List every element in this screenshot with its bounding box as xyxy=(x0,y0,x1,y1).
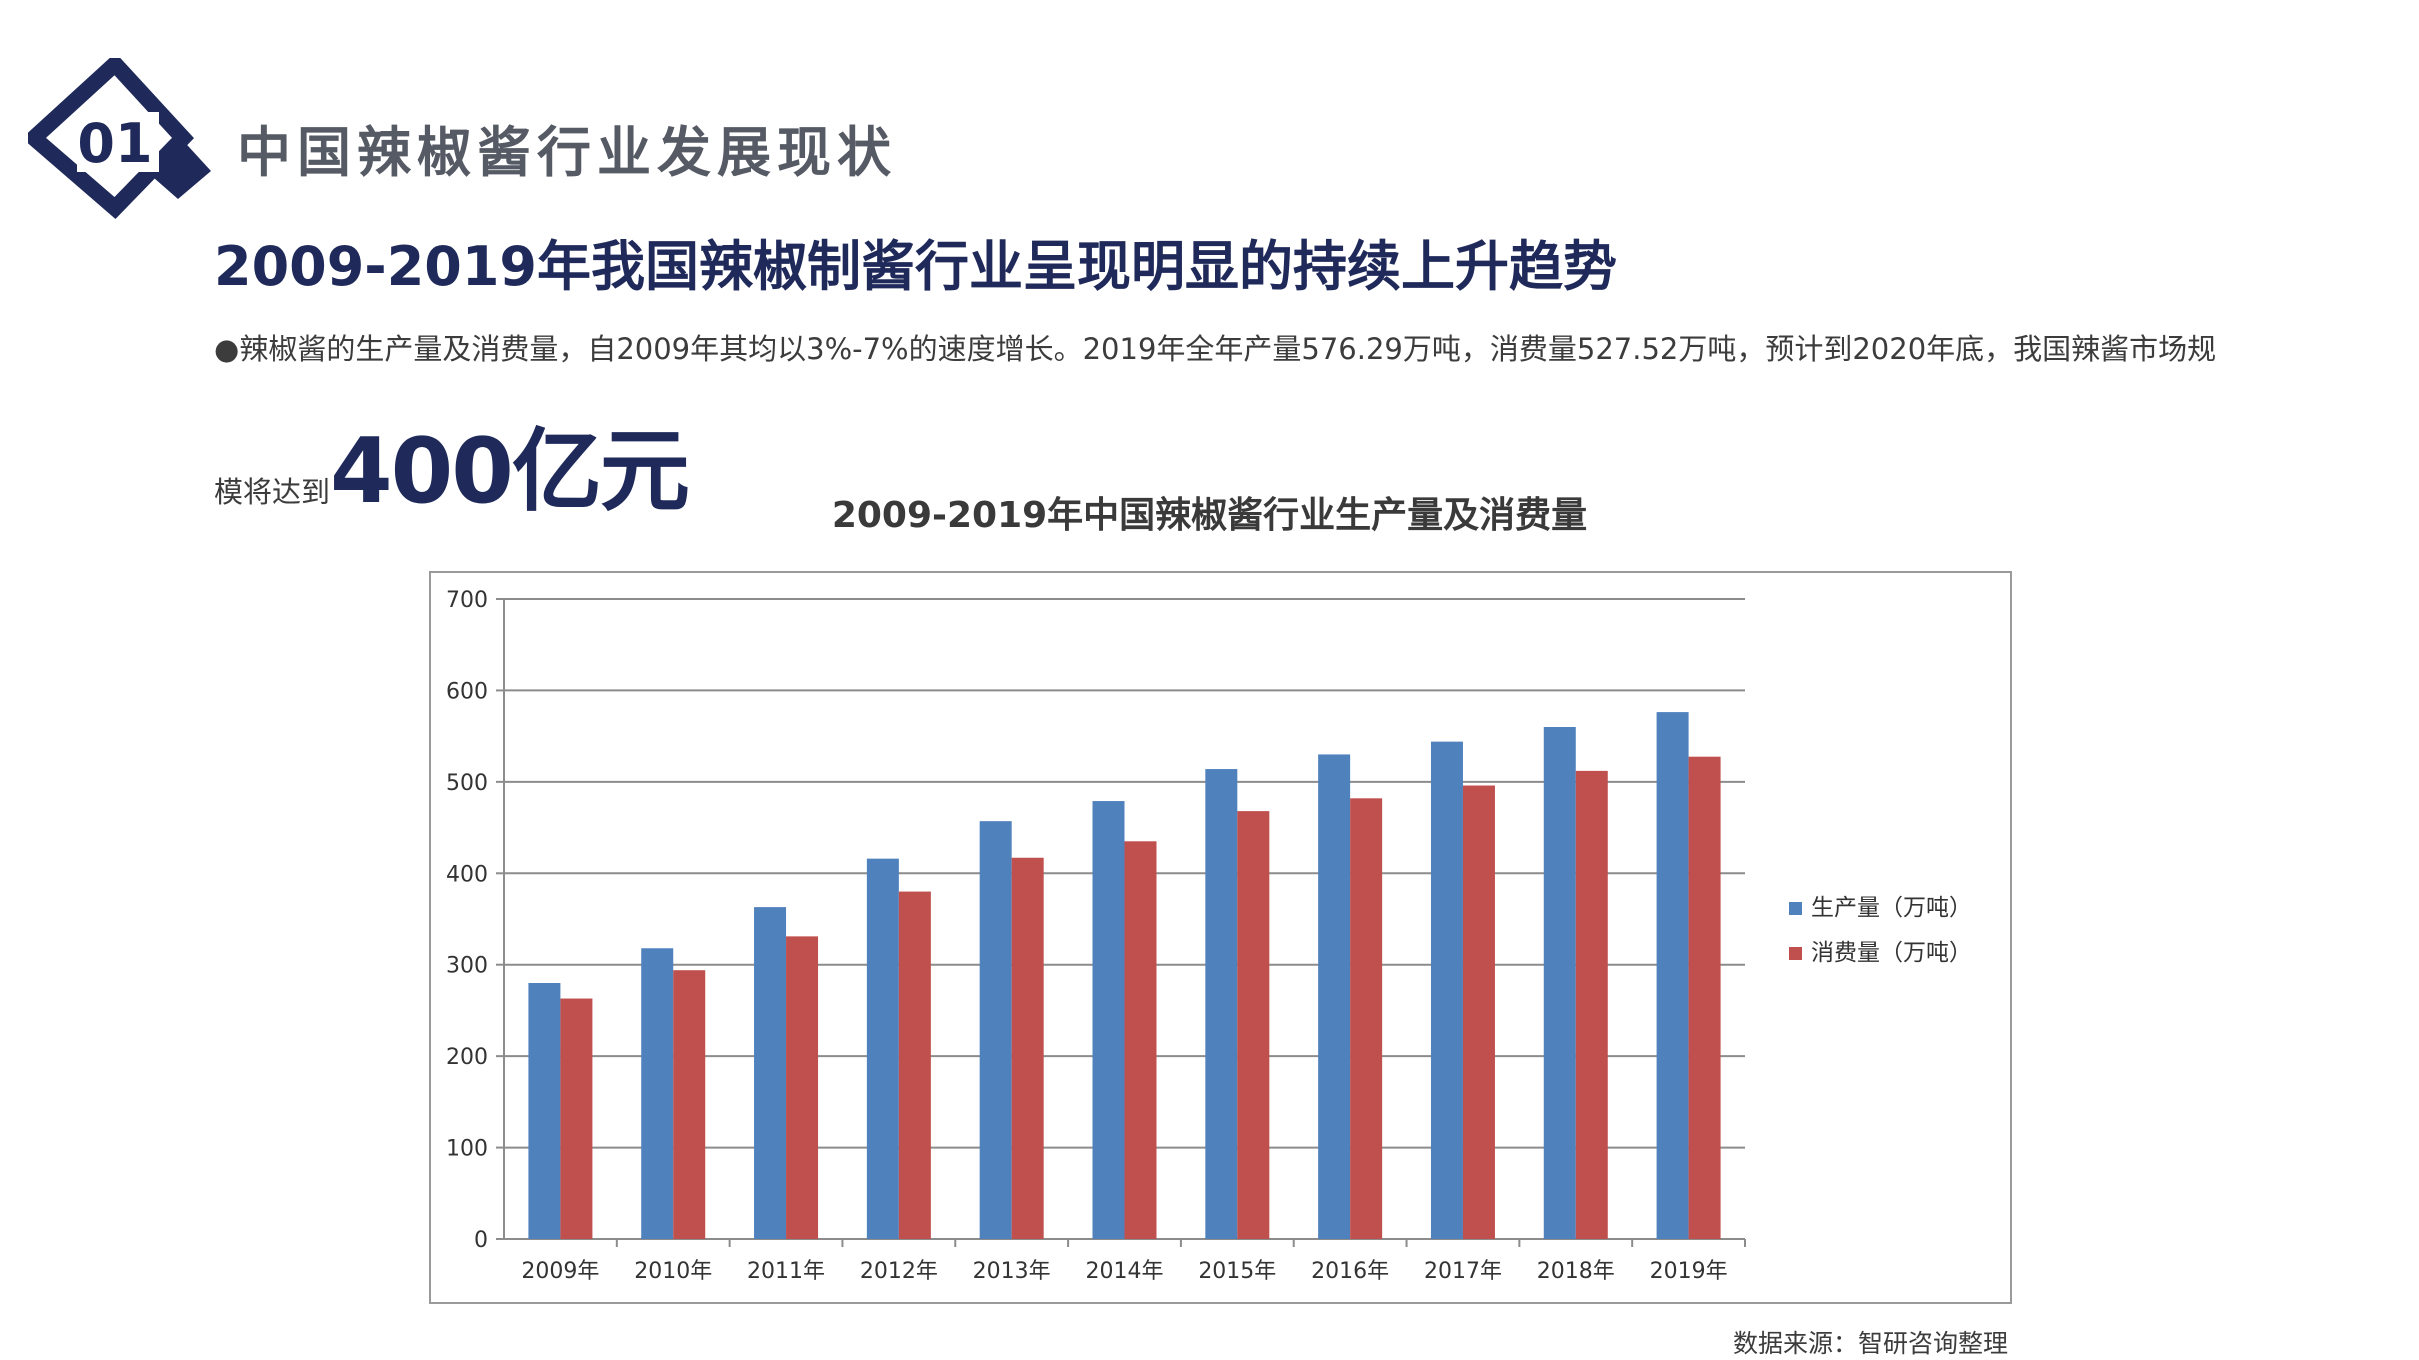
production-bar xyxy=(1656,712,1689,1239)
section-number: 01 xyxy=(77,112,152,175)
chart-title: 2009-2019年中国辣椒酱行业生产量及消费量 xyxy=(831,495,1588,536)
section-badge-diamond: 01 xyxy=(21,52,211,219)
x-tick-label: 2013年 xyxy=(973,1259,1051,1284)
market-scale-value: 400亿元 xyxy=(330,419,690,524)
x-tick-label: 2012年 xyxy=(860,1259,938,1284)
consumption-bar xyxy=(560,998,593,1239)
y-tick-label: 400 xyxy=(446,862,488,887)
consumption-bar xyxy=(673,970,706,1239)
x-tick-label: 2017年 xyxy=(1424,1259,1502,1284)
market-scale-prefix: 模将达到 xyxy=(214,475,331,509)
bar-chart: 0 100 200 300 400 500 600 700 2009年 2010年 2011年 201… xyxy=(446,588,1972,1284)
x-tick-label: 2019年 xyxy=(1650,1259,1728,1284)
consumption-bar xyxy=(786,936,819,1239)
production-bar xyxy=(754,907,787,1239)
y-tick-label: 200 xyxy=(446,1045,488,1070)
x-tick-label: 2009年 xyxy=(521,1259,599,1284)
production-bar xyxy=(1205,769,1238,1239)
consumption-bar xyxy=(1237,811,1270,1239)
x-tick-label: 2010年 xyxy=(634,1259,712,1284)
y-tick-label: 700 xyxy=(446,588,488,613)
legend-swatch-production xyxy=(1789,902,1802,915)
x-tick-label: 2014年 xyxy=(1086,1259,1164,1284)
x-tick-label: 2011年 xyxy=(747,1259,825,1284)
production-bar xyxy=(1430,741,1463,1239)
x-tick-label: 2016年 xyxy=(1311,1259,1389,1284)
consumption-bar xyxy=(1462,785,1495,1239)
production-bar xyxy=(641,948,674,1239)
section-badge: 01 xyxy=(21,52,218,228)
market-scale: 模将达到400亿元 xyxy=(214,398,690,528)
summary-paragraph: ●辣椒酱的生产量及消费量，自2009年其均以3%-7%的速度增长。2019年全年… xyxy=(214,326,2217,368)
production-bar xyxy=(1543,727,1576,1239)
consumption-bar xyxy=(1688,756,1721,1239)
data-source: 数据来源：智研咨询整理 xyxy=(1733,1329,2009,1358)
legend-label-production: 生产量（万吨） xyxy=(1811,895,1972,921)
production-bar xyxy=(979,821,1012,1239)
bullet-dot: ● xyxy=(214,332,240,366)
production-bar xyxy=(528,983,561,1239)
chart-frame xyxy=(429,571,2012,1304)
consumption-bar xyxy=(898,891,931,1239)
summary-text: 辣椒酱的生产量及消费量，自2009年其均以3%-7%的速度增长。2019年全年产… xyxy=(239,332,2217,366)
y-tick-label: 500 xyxy=(446,771,488,796)
x-tick-label: 2018年 xyxy=(1537,1259,1615,1284)
consumption-bar xyxy=(1350,798,1383,1239)
production-bar xyxy=(1092,801,1125,1239)
headline: 2009-2019年我国辣椒制酱行业呈现明显的持续上升趋势 xyxy=(214,235,1617,298)
y-tick-label: 0 xyxy=(474,1228,488,1253)
consumption-bar xyxy=(1575,770,1608,1239)
x-tick-label: 2015年 xyxy=(1198,1259,1276,1284)
y-tick-label: 300 xyxy=(446,954,488,979)
y-tick-label: 100 xyxy=(446,1137,488,1162)
y-tick-label: 600 xyxy=(446,679,488,704)
legend-swatch-consumption xyxy=(1789,947,1802,960)
legend-label-consumption: 消费量（万吨） xyxy=(1811,940,1972,966)
production-bar xyxy=(1318,754,1351,1239)
consumption-bar xyxy=(1124,841,1157,1239)
production-bar xyxy=(866,858,899,1239)
consumption-bar xyxy=(1011,857,1044,1239)
section-title: 中国辣椒酱行业发展现状 xyxy=(237,121,897,184)
